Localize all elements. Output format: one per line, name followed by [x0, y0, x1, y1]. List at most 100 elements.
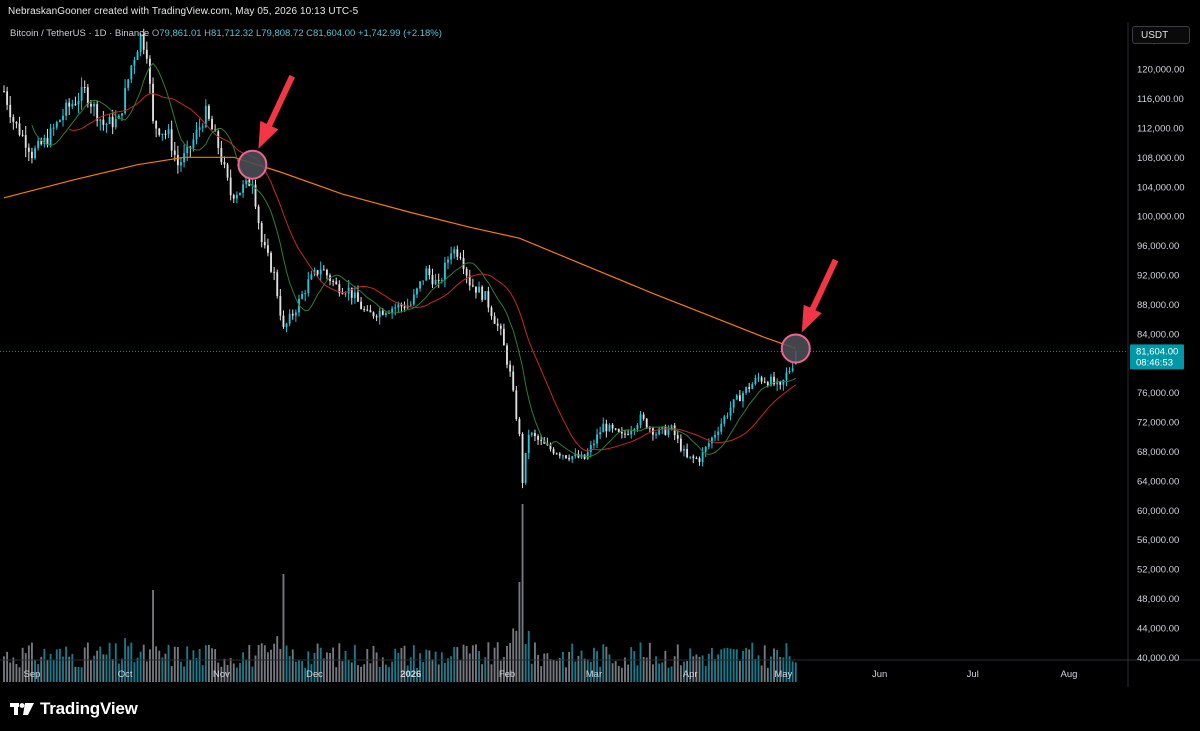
candle-body	[369, 310, 372, 313]
annotation-arrow	[258, 74, 295, 149]
candle-body	[676, 435, 679, 439]
candle-body	[360, 301, 363, 310]
volume-bar	[720, 649, 723, 682]
volume-bar	[279, 648, 282, 682]
candle-body	[52, 127, 55, 129]
candle-body	[670, 425, 673, 430]
volume-bar	[583, 658, 586, 682]
volume-bar	[173, 646, 176, 682]
price-tick-label: 52,000.00	[1137, 565, 1179, 576]
candle-body	[453, 249, 456, 254]
volume-bar	[683, 661, 685, 682]
volume-bar	[471, 645, 474, 682]
volume-bar	[714, 658, 716, 682]
candle-body	[245, 179, 248, 185]
volume-bar	[698, 656, 701, 682]
volume-bar	[506, 645, 508, 682]
volume-bar	[769, 656, 772, 682]
candle-body	[468, 275, 471, 286]
candle-body	[211, 118, 213, 130]
volume-bar	[266, 652, 269, 682]
volume-bar	[465, 646, 468, 682]
candle-body	[742, 392, 744, 402]
volume-bar	[167, 644, 170, 682]
candle-body	[357, 292, 359, 302]
volume-bar	[223, 658, 226, 682]
price-tick-label: 100,000.00	[1137, 212, 1185, 223]
volume-bar	[558, 657, 561, 682]
volume-bar	[204, 645, 207, 682]
time-axis[interactable]: Sep Oct Nov Dec 2026 Feb Mar Apr May Jun Jul Aug	[23, 669, 1077, 680]
candle-body	[692, 456, 695, 459]
volume-bar	[502, 657, 505, 682]
volume-bar	[521, 504, 524, 682]
candle-body	[158, 128, 161, 135]
candle-body	[490, 307, 493, 317]
candle-body	[496, 323, 499, 326]
volume-bar	[760, 665, 763, 682]
tradingview-logo[interactable]: TradingView	[10, 699, 138, 719]
candle-body	[611, 424, 614, 429]
volume-bar	[419, 653, 421, 682]
volume-bar	[366, 648, 369, 682]
candle-body	[239, 192, 241, 196]
volume-bar	[338, 643, 341, 682]
candle-body	[99, 119, 102, 121]
candle-body	[37, 140, 40, 149]
volume-bar	[108, 642, 111, 682]
volume-bar	[645, 657, 648, 682]
candle-body	[726, 415, 729, 417]
volume-bar	[723, 648, 726, 682]
volume-bar	[689, 648, 692, 682]
candle-body	[521, 433, 524, 483]
candle-body	[391, 308, 394, 313]
volume-bar	[679, 665, 682, 682]
candle-body	[658, 428, 661, 435]
volume-bar	[77, 666, 80, 682]
volume-bar	[738, 660, 741, 682]
candle-body	[791, 368, 794, 371]
last-price-tag	[1130, 344, 1184, 370]
volume-bar	[114, 643, 117, 682]
candle-body	[487, 291, 490, 308]
volume-bar	[468, 653, 471, 682]
volume-bar	[459, 660, 462, 682]
volume-bar	[242, 652, 245, 682]
volume-bar	[105, 654, 108, 682]
volume-bar	[232, 663, 235, 682]
candle-body	[226, 164, 229, 178]
currency-button[interactable]: USDT	[1132, 26, 1190, 44]
candle-body	[630, 430, 633, 435]
candle-body	[12, 117, 15, 122]
candle-body	[71, 104, 74, 107]
candle-body	[114, 118, 117, 128]
candle-body	[537, 436, 539, 440]
price-chart-svg[interactable]: 124,000.00120,000.00116,000.00112,000.00…	[0, 22, 1200, 687]
volume-bar	[652, 664, 654, 682]
volume-bar	[428, 650, 431, 682]
volume-bar	[447, 658, 449, 682]
volume-bar	[353, 644, 356, 682]
candle-body	[260, 223, 263, 242]
volume-bar	[422, 661, 425, 682]
volume-bar	[316, 643, 319, 682]
volume-bar	[670, 666, 673, 682]
volume-bar	[481, 664, 484, 682]
volume-bar	[130, 642, 133, 682]
candle-body	[117, 115, 120, 119]
volume-bar	[773, 648, 775, 682]
candle-body	[307, 279, 310, 294]
candle-body	[263, 241, 266, 246]
candle-body	[434, 279, 437, 285]
chart-area[interactable]: 124,000.00120,000.00116,000.00112,000.00…	[0, 22, 1200, 687]
chart-caption-bar: NebraskanGooner created with TradingView…	[0, 0, 1200, 22]
candle-body	[450, 253, 453, 260]
volume-bar	[93, 655, 95, 682]
volume-bar	[294, 661, 297, 682]
last-price-tag-price: 81,604.00	[1136, 346, 1178, 357]
price-tick-label: 44,000.00	[1137, 623, 1179, 634]
volume-bar	[133, 662, 136, 682]
price-tick-label: 96,000.00	[1137, 241, 1179, 252]
volume-bar	[599, 666, 602, 682]
volume-bar	[524, 643, 527, 682]
